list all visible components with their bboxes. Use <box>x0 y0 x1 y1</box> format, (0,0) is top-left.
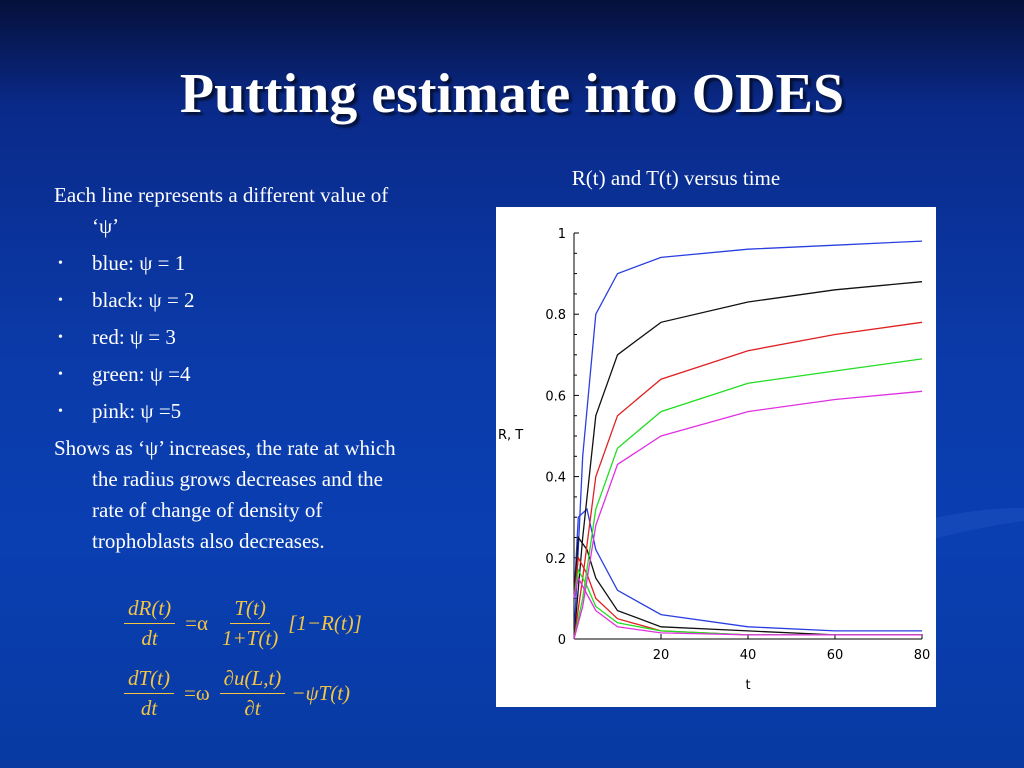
y-tick-label: 0.4 <box>545 471 566 486</box>
bullet-icon: • <box>58 330 63 345</box>
equations: dR(t) dt =α T(t) 1+T(t) [1−R(t)] dT(t) d… <box>118 588 362 728</box>
numerator: T(t) <box>230 596 270 624</box>
bullet-text: green: ψ =4 <box>92 362 191 386</box>
line-chart: 0 0.2 0.4 0.6 0.8 1 20 40 60 80 R, T t <box>498 227 930 693</box>
list-item: • red: ψ = 3 <box>54 322 414 353</box>
t-series-line <box>573 576 922 636</box>
list-item: • green: ψ =4 <box>54 359 414 390</box>
rhs-fraction: T(t) 1+T(t) <box>218 596 282 651</box>
y-axis-label: R, T <box>498 428 523 443</box>
x-tick-label: 80 <box>914 648 931 663</box>
r-series-line <box>573 240 923 640</box>
y-tick-label: 1 <box>558 227 566 242</box>
t-series-line <box>573 555 922 636</box>
text-column: Each line represents a different value o… <box>54 180 414 557</box>
x-tick-label: 20 <box>653 648 670 663</box>
y-tick-label: 0.6 <box>545 389 566 404</box>
denominator: dt <box>141 625 158 650</box>
r-series-line <box>573 390 923 640</box>
y-tick-label: 0.8 <box>545 308 566 323</box>
bullet-icon: • <box>58 367 63 382</box>
y-tick-label: 0 <box>558 633 566 648</box>
t-series-line <box>573 567 922 636</box>
bullet-icon: • <box>58 256 63 271</box>
numerator: ∂u(L,t) <box>219 666 286 694</box>
r-series-line <box>573 321 923 640</box>
slide-title: Putting estimate into ODES <box>179 63 845 125</box>
denominator: ∂t <box>244 695 261 720</box>
rhs-fraction: ∂u(L,t) ∂t <box>219 666 286 721</box>
list-item: • blue: ψ = 1 <box>54 248 414 279</box>
t-series-line <box>573 507 922 632</box>
lhs-fraction: dT(t) dt <box>124 666 174 721</box>
conclusion-text: Shows as ‘ψ’ increases, the rate at whic… <box>54 436 396 553</box>
bullet-text: pink: ψ =5 <box>92 399 182 423</box>
x-tick-label: 60 <box>827 648 844 663</box>
chart-panel: 0 0.2 0.4 0.6 0.8 1 20 40 60 80 R, T t <box>496 207 936 707</box>
numerator: dR(t) <box>124 596 176 624</box>
equals-operator: =α <box>185 610 209 635</box>
bullet-text: black: ψ = 2 <box>92 288 195 312</box>
r-series-line <box>573 358 923 640</box>
x-axis-label: t <box>745 678 750 693</box>
chart-series <box>573 240 923 640</box>
r-series-line <box>573 281 923 640</box>
bullet-icon: • <box>58 293 63 308</box>
bullet-list: • blue: ψ = 1 • black: ψ = 2 • red: ψ = 3 •… <box>54 248 414 427</box>
bullet-text: red: ψ = 3 <box>92 325 176 349</box>
lhs-fraction: dR(t) dt <box>124 596 176 651</box>
equation-tail: −ψT(t) <box>291 680 351 705</box>
equation-dr-dt: dR(t) dt =α T(t) 1+T(t) [1−R(t)] <box>118 588 362 658</box>
equation-dt-dt: dT(t) dt =ω ∂u(L,t) ∂t −ψT(t) <box>118 658 362 728</box>
denominator: dt <box>140 695 158 720</box>
x-tick-label: 40 <box>740 648 757 663</box>
list-item: • pink: ψ =5 <box>54 396 414 427</box>
numerator: dT(t) <box>124 666 174 694</box>
bullet-text: blue: ψ = 1 <box>92 251 186 275</box>
intro-text: Each line represents a different value o… <box>54 183 389 238</box>
equation-tail: [1−R(t)] <box>288 610 362 635</box>
list-item: • black: ψ = 2 <box>54 285 414 316</box>
t-series-line <box>573 535 922 636</box>
denominator: 1+T(t) <box>222 625 279 650</box>
chart-title: R(t) and T(t) versus time <box>571 166 781 190</box>
bullet-icon: • <box>58 404 63 419</box>
equals-operator: =ω <box>184 680 210 705</box>
y-tick-label: 0.2 <box>545 552 566 567</box>
chart-axes: 0 0.2 0.4 0.6 0.8 1 20 40 60 80 <box>545 227 930 663</box>
